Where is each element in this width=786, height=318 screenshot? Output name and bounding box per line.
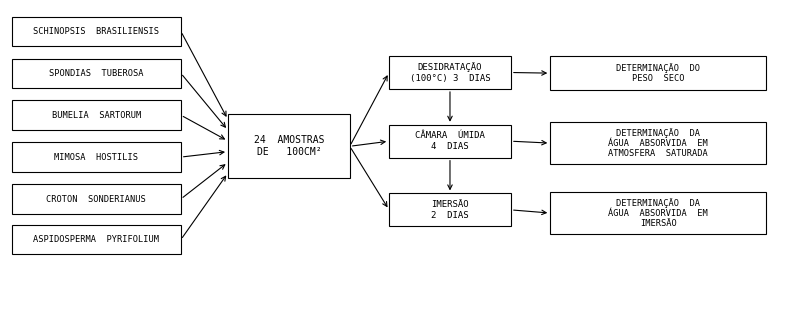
FancyBboxPatch shape (228, 114, 350, 178)
Text: DETERMINAÇÃO  DA
ÁGUA  ABSORVIDA  EM
IMERSÃO: DETERMINAÇÃO DA ÁGUA ABSORVIDA EM IMERSÃ… (608, 198, 708, 228)
Text: ASPIDOSPERMA  PYRIFOLIUM: ASPIDOSPERMA PYRIFOLIUM (33, 235, 160, 244)
Text: CROTON  SONDERIANUS: CROTON SONDERIANUS (46, 195, 146, 204)
FancyBboxPatch shape (12, 59, 181, 88)
Text: DESIDRATAÇÃO
(100°C) 3  DIAS: DESIDRATAÇÃO (100°C) 3 DIAS (410, 62, 490, 83)
Text: SCHINOPSIS  BRASILIENSIS: SCHINOPSIS BRASILIENSIS (33, 27, 160, 36)
Text: CÂMARA  ÚMIDA
4  DIAS: CÂMARA ÚMIDA 4 DIAS (415, 131, 485, 151)
Text: 24  AMOSTRAS
DE   100CM²: 24 AMOSTRAS DE 100CM² (254, 135, 324, 157)
Text: DETERMINAÇÃO  DA
ÁGUA  ABSORVIDA  EM
ATMOSFERA  SATURADA: DETERMINAÇÃO DA ÁGUA ABSORVIDA EM ATMOSF… (608, 128, 708, 158)
FancyBboxPatch shape (12, 184, 181, 214)
FancyBboxPatch shape (12, 142, 181, 172)
Text: BUMELIA  SARTORUM: BUMELIA SARTORUM (52, 111, 141, 120)
FancyBboxPatch shape (550, 122, 766, 164)
FancyBboxPatch shape (550, 56, 766, 90)
Text: IMERSÃO
2  DIAS: IMERSÃO 2 DIAS (432, 200, 468, 220)
Text: DETERMINAÇÃO  DO
PESO  SECO: DETERMINAÇÃO DO PESO SECO (616, 63, 700, 83)
FancyBboxPatch shape (12, 17, 181, 46)
Text: MIMOSA  HOSTILIS: MIMOSA HOSTILIS (54, 153, 138, 162)
FancyBboxPatch shape (389, 193, 511, 226)
FancyBboxPatch shape (12, 100, 181, 130)
FancyBboxPatch shape (389, 56, 511, 89)
FancyBboxPatch shape (12, 225, 181, 254)
FancyBboxPatch shape (389, 125, 511, 158)
Text: SPONDIAS  TUBEROSA: SPONDIAS TUBEROSA (49, 69, 144, 78)
FancyBboxPatch shape (550, 192, 766, 234)
